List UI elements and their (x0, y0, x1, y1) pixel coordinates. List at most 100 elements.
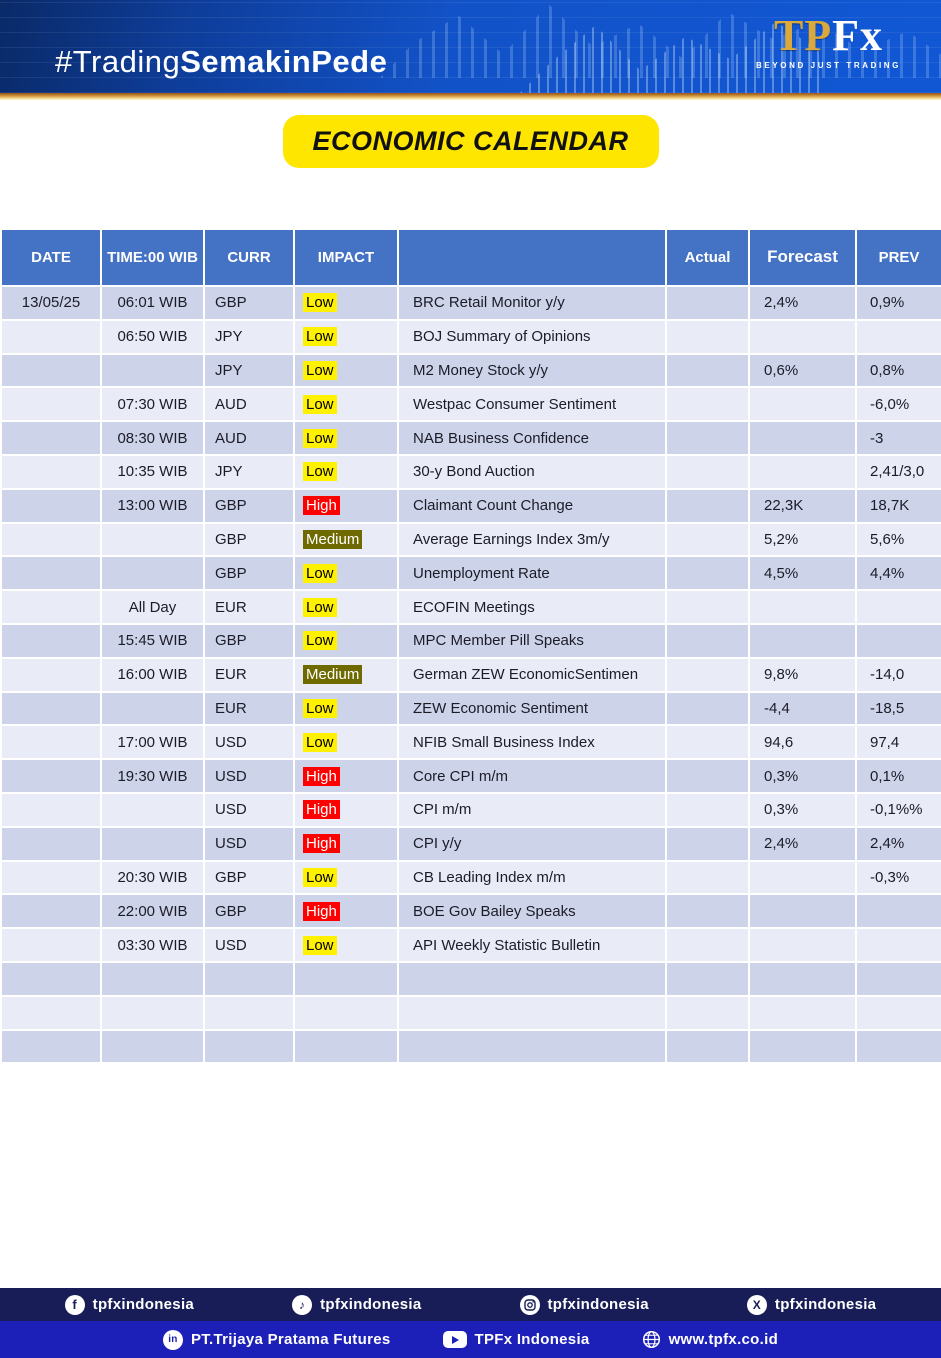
instagram-link[interactable]: tpfxindonesia (519, 1294, 649, 1315)
cell-date (0, 453, 102, 490)
table-row (0, 1028, 941, 1065)
cell-actual (665, 994, 750, 1031)
impact-badge: High (303, 834, 340, 854)
title-row: ECONOMIC CALENDAR (0, 115, 941, 168)
table-row (0, 960, 941, 997)
cell-event: ZEW Economic Sentiment (397, 690, 667, 727)
cell-forecast (748, 927, 857, 963)
cell-impact: Low (293, 285, 399, 321)
linkedin-link[interactable]: in PT.Trijaya Pratama Futures (162, 1329, 391, 1350)
cell-event: Average Earnings Index 3m/y (397, 521, 667, 558)
cell-impact (293, 960, 399, 997)
table-row: 13/05/25 06:01 WIB GBP Low BRC Retail Monito… (0, 285, 941, 321)
cell-impact: Low (293, 927, 399, 963)
impact-badge: Low (303, 563, 337, 583)
gold-divider (0, 93, 941, 100)
cell-date (0, 656, 102, 693)
cell-date (0, 1028, 102, 1065)
cell-curr: USD (203, 791, 295, 828)
cell-event: German ZEW EconomicSentimen (397, 656, 667, 693)
facebook-link[interactable]: f tpfxindonesia (64, 1294, 195, 1315)
cell-actual (665, 521, 750, 558)
cell-event: Claimant Count Change (397, 487, 667, 524)
cell-prev: -0,3% (855, 859, 941, 896)
table-row: EUR Low ZEW Economic Sentiment -4,4 -18,5 (0, 690, 941, 727)
header-prev: PREV (855, 228, 941, 287)
cell-curr: GBP (203, 487, 295, 524)
cell-impact: High (293, 791, 399, 828)
hashtag-bold: SemakinPede (180, 44, 388, 79)
logo-tagline: BEYOND JUST TRADING (756, 61, 901, 70)
table-row: 20:30 WIB GBP Low CB Leading Index m/m -0,3% (0, 859, 941, 896)
cell-event: CPI y/y (397, 825, 667, 862)
cell-actual (665, 420, 750, 456)
table-row: 03:30 WIB USD Low API Weekly Statistic Bull… (0, 927, 941, 963)
cell-time (100, 960, 205, 997)
cell-actual (665, 758, 750, 794)
cell-date (0, 521, 102, 558)
cell-time: 16:00 WIB (100, 656, 205, 693)
cell-actual (665, 690, 750, 727)
cell-time (100, 352, 205, 389)
cell-impact: Low (293, 690, 399, 727)
cell-prev: -14,0 (855, 656, 941, 693)
cell-time: 06:50 WIB (100, 318, 205, 355)
cell-prev: -6,0% (855, 386, 941, 423)
cell-actual (665, 453, 750, 490)
youtube-link[interactable]: TPFx Indonesia (442, 1331, 590, 1348)
cell-time: 17:00 WIB (100, 724, 205, 761)
cell-actual (665, 893, 750, 930)
cell-impact: Low (293, 589, 399, 625)
cell-prev (855, 589, 941, 625)
cell-date: 13/05/25 (0, 285, 102, 321)
cell-actual (665, 487, 750, 524)
cell-event (397, 960, 667, 997)
cell-prev: 0,9% (855, 285, 941, 321)
cell-actual (665, 352, 750, 389)
cell-date (0, 758, 102, 794)
cell-time: 08:30 WIB (100, 420, 205, 456)
impact-badge: Low (303, 732, 337, 752)
footer-social-bar: f tpfxindonesia ♪ tpfxindonesia tpfxindo… (0, 1288, 941, 1321)
tiktok-handle: tpfxindonesia (320, 1296, 422, 1313)
company-name: PT.Trijaya Pratama Futures (190, 1331, 391, 1348)
cell-curr: GBP (203, 859, 295, 896)
instagram-handle: tpfxindonesia (547, 1296, 649, 1313)
cell-event: Core CPI m/m (397, 758, 667, 794)
cell-curr (203, 960, 295, 997)
cell-date (0, 352, 102, 389)
cell-curr (203, 994, 295, 1031)
facebook-handle: tpfxindonesia (92, 1296, 195, 1313)
cell-curr: JPY (203, 318, 295, 355)
cell-forecast (748, 420, 857, 456)
cell-prev (855, 1028, 941, 1065)
header-event (397, 228, 667, 287)
impact-badge: Low (303, 698, 337, 718)
header-impact: IMPACT (293, 228, 399, 287)
table-row: 13:00 WIB GBP High Claimant Count Change 22,… (0, 487, 941, 524)
table-row: 22:00 WIB GBP High BOE Gov Bailey Speaks (0, 893, 941, 930)
cell-forecast: 22,3K (748, 487, 857, 524)
impact-badge: High (303, 901, 340, 921)
cell-time: 20:30 WIB (100, 859, 205, 896)
table-row (0, 994, 941, 1031)
cell-actual (665, 589, 750, 625)
top-banner: #TradingSemakinPede TPFx BEYOND JUST TRA… (0, 0, 941, 93)
cell-forecast (748, 994, 857, 1031)
cell-forecast: 0,6% (748, 352, 857, 389)
page-title: ECONOMIC CALENDAR (282, 115, 659, 168)
x-link[interactable]: X tpfxindonesia (746, 1294, 876, 1315)
cell-actual (665, 386, 750, 423)
cell-time (100, 791, 205, 828)
cell-prev: -0,1%% (855, 791, 941, 828)
cell-curr: USD (203, 825, 295, 862)
cell-curr: GBP (203, 555, 295, 592)
linkedin-icon: in (162, 1329, 183, 1350)
website-link[interactable]: www.tpfx.co.id (642, 1330, 778, 1349)
cell-impact: Low (293, 859, 399, 896)
cell-prev: 97,4 (855, 724, 941, 761)
tpfx-logo-word: TPFx (746, 14, 911, 58)
table-row: 06:50 WIB JPY Low BOJ Summary of Opinions (0, 318, 941, 355)
cell-curr: GBP (203, 893, 295, 930)
tiktok-link[interactable]: ♪ tpfxindonesia (292, 1294, 422, 1315)
